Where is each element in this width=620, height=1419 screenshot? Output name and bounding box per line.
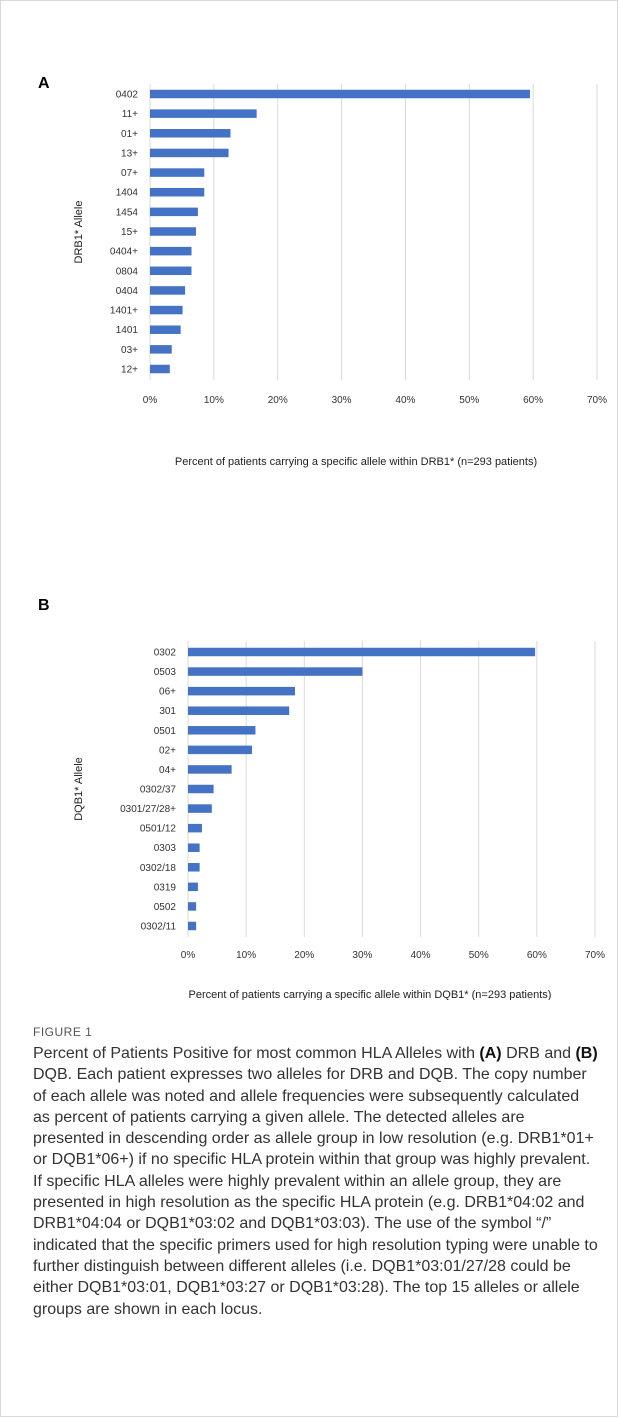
bar [150,207,198,217]
bar [150,345,172,354]
bar [188,902,197,911]
bar [150,109,257,118]
category-label: 0302/11 [141,922,177,933]
bar [150,168,205,177]
x-tick-label: 0% [143,395,158,406]
bar [150,187,205,197]
category-label: 02+ [159,745,176,756]
bar [150,325,181,334]
category-label: 301 [159,706,176,717]
category-label: 11+ [122,109,138,120]
x-tick-label: 20% [294,950,314,961]
category-label: 04+ [159,765,176,776]
bar [150,148,229,158]
category-label: 0402 [116,90,139,101]
bar [150,286,186,295]
category-label: 01+ [121,129,138,140]
x-tick-label: 40% [411,950,431,961]
x-tick-label: 30% [332,395,352,406]
bar [188,823,202,833]
category-label: 0302/18 [140,863,177,874]
caption-part: DRB and [501,1045,576,1062]
bar [188,882,198,892]
panel-letter-b: B [38,597,50,614]
x-tick-label: 10% [236,950,256,961]
category-label: 07+ [121,168,138,179]
category-label: 1401 [116,325,139,336]
x-axis-label: Percent of patients carrying a specific … [175,456,537,468]
bar [188,863,200,872]
caption-part: (A) [479,1045,502,1062]
category-label: 0301/27/28+ [120,804,176,815]
bar [188,804,212,813]
category-label: 0503 [154,667,177,678]
x-tick-label: 0% [181,950,196,961]
bar [188,843,200,852]
x-tick-label: 40% [395,395,415,406]
bar [150,364,170,374]
category-label: 12+ [121,365,138,376]
bar [188,706,290,715]
category-label: 0319 [154,882,177,893]
x-tick-label: 70% [585,950,605,961]
y-axis-label: DRB1* Allele [73,201,85,264]
bar [150,246,192,256]
x-tick-label: 60% [527,950,547,961]
caption-part: Percent of Patients Positive for most co… [33,1045,480,1062]
x-tick-label: 50% [469,950,489,961]
chart-a: 0% 10% 20% 30% 40% 50% 60% 70% 0402 11+ 01+ 13+ 07+ 1… [73,84,607,468]
x-tick-label: 50% [459,395,479,406]
x-tick-label: 20% [268,395,288,406]
bar [188,921,197,931]
category-label: 0404+ [110,247,138,258]
category-label: 0303 [154,843,177,854]
y-axis-label: DQB1* Allele [73,757,85,821]
bar [188,686,295,696]
category-label: 03+ [121,345,138,356]
bar [188,667,363,676]
x-tick-label: 10% [204,395,224,406]
bar [188,745,252,755]
panel-a: A 0% 10% 20% 30% 40% 50% 60% 70% 0402 11+ 01+ 13+ 07… [0,0,620,500]
category-label: 0501 [154,726,177,737]
bar [150,129,231,138]
category-label: 13+ [121,148,138,159]
bar [188,784,214,794]
x-tick-label: 30% [352,950,372,961]
bar [188,726,256,735]
category-label: 0804 [116,266,139,277]
panel-b: B 0% 10% 20% 30% 40% 50% 60% 70% 0302 0503 06+ 301 0… [38,597,605,1000]
panel-letter-a: A [38,75,50,92]
caption-part: DQB. Each patient expresses two alleles … [33,1066,598,1318]
category-label: 0404 [116,286,139,297]
caption-part: (B) [575,1045,598,1062]
category-label: 0302/37 [140,785,177,796]
category-label: 1454 [116,207,139,218]
x-tick-label: 60% [523,395,543,406]
chart-b: 0% 10% 20% 30% 40% 50% 60% 70% 0302 0503 06+ 301 050… [73,641,605,1000]
category-label: 1404 [116,188,139,199]
category-label: 1401+ [110,306,138,317]
category-label: 06+ [159,687,176,698]
category-label: 0501/12 [140,824,177,835]
bar [150,266,192,276]
bar [188,647,536,657]
figure-caption: Percent of Patients Positive for most co… [33,1043,598,1320]
category-label: 15+ [121,227,138,238]
bar [150,305,183,315]
x-axis-label: Percent of patients carrying a specific … [189,989,552,1000]
bar [188,765,232,774]
category-label: 0302 [154,648,177,659]
figure-label: FIGURE 1 [33,1025,93,1039]
bar [150,227,196,236]
bar [150,89,530,99]
category-label: 0502 [154,902,177,913]
x-tick-label: 70% [587,395,607,406]
